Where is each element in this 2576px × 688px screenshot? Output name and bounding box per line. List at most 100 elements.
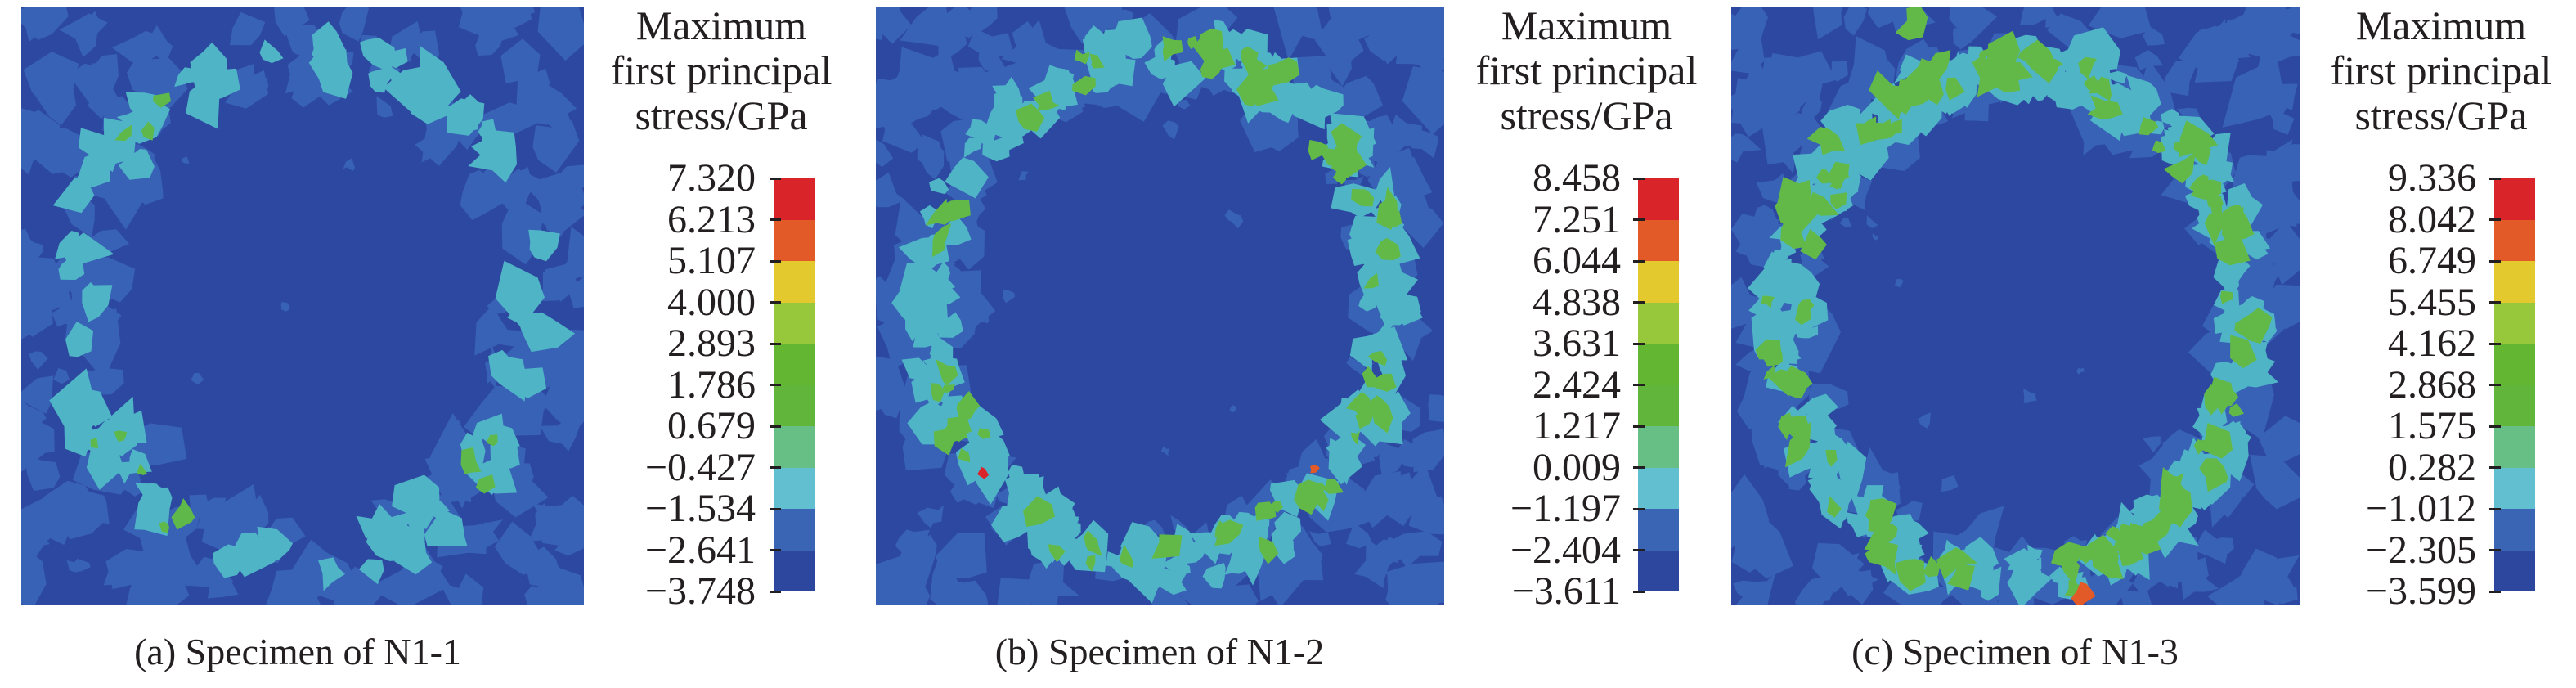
stress-patch (1872, 233, 1879, 241)
stress-patch (141, 483, 170, 506)
stress-patch (876, 172, 905, 208)
stress-patch (1397, 315, 1434, 362)
stress-patch (2020, 7, 2056, 25)
colorbar-band (1638, 426, 1679, 468)
stress-patch (207, 569, 239, 599)
stress-patch (567, 227, 584, 278)
colorbar-band (2494, 550, 2535, 591)
stress-patch (1811, 542, 1865, 593)
stress-patch (940, 199, 971, 222)
stress-patch (1072, 75, 1096, 96)
stress-contour-field (876, 7, 1444, 605)
stress-patch (1160, 446, 1170, 456)
stress-patch (1755, 339, 1782, 360)
stress-patch (1998, 595, 2014, 605)
stress-patch (1354, 537, 1395, 589)
stress-patch (2143, 25, 2165, 46)
stress-patch (2253, 7, 2287, 45)
stress-patch (1162, 120, 1179, 140)
stress-patch (876, 7, 912, 44)
stress-patch (568, 277, 584, 308)
stress-patch (2190, 179, 2221, 200)
stress-patch (1929, 91, 1951, 115)
stress-patch (1800, 228, 1827, 260)
colorbar-tick-label: −3.748 (644, 569, 756, 613)
stress-patch (1241, 46, 1259, 63)
high-stress-spot (2071, 582, 2096, 605)
stress-patch (61, 232, 114, 263)
colorbar-tick-label: −3.611 (1511, 569, 1621, 613)
colorbar-band (774, 509, 815, 551)
stress-patch (1396, 564, 1444, 605)
colorbar-tick-labels: 7.320 6.213 5.107 4.000 2.893 1.786 0.679 −0.42… (576, 156, 756, 613)
stress-patch (1324, 479, 1344, 494)
colorbar-tick (1633, 177, 1645, 180)
stress-patch (2247, 555, 2300, 605)
stress-patch (1070, 7, 1124, 29)
stress-patch (2230, 335, 2257, 369)
colorbar-band (774, 550, 815, 591)
colorbar-band (774, 344, 815, 385)
stress-patch (1189, 532, 1225, 564)
colorbar-band (774, 261, 815, 303)
stress-patch (1268, 57, 1300, 86)
stress-patch (1110, 17, 1152, 59)
stress-patch (958, 193, 986, 225)
stress-patch (1338, 413, 1360, 436)
stress-patch (1893, 70, 1909, 83)
colorbar-tick (1633, 590, 1645, 593)
stress-patch (359, 38, 397, 72)
stress-patch (1795, 299, 1815, 326)
stress-patch (2022, 39, 2058, 83)
stress-patch (2007, 556, 2028, 571)
stress-patch (370, 518, 399, 546)
stress-patch (2228, 403, 2244, 417)
stress-patch (2202, 423, 2233, 459)
colorbar-tick-label: 0.009 (1533, 445, 1621, 489)
stress-patch (2258, 416, 2300, 468)
stress-patch (246, 77, 269, 93)
stress-patch (1364, 33, 1386, 61)
stress-patch (2152, 550, 2188, 587)
stress-patch (1865, 542, 1899, 576)
stress-patch (1362, 494, 1394, 528)
colorbar-tick-label: 7.251 (1533, 197, 1621, 241)
stress-patch (1794, 575, 1834, 605)
colorbar-tick (2489, 549, 2501, 551)
stress-patch (532, 504, 573, 534)
stress-patch (895, 529, 930, 560)
colorbar-title-line: Maximum (635, 2, 807, 48)
stress-patch (1897, 65, 1928, 110)
colorbar-band (774, 219, 815, 261)
stress-patch (368, 68, 397, 93)
colorbar-tick (1633, 342, 1645, 345)
colorbar-tick-label: 6.213 (667, 197, 756, 241)
stress-patch (1178, 99, 1191, 110)
stress-patch (532, 119, 580, 173)
colorbar-tick-label: −3.599 (2365, 569, 2476, 613)
stress-contour-field (21, 7, 584, 605)
stress-patch (2007, 561, 2053, 605)
colorbar (770, 177, 815, 593)
colorbar-tick-label: 7.320 (667, 156, 756, 200)
stress-patch (103, 117, 137, 164)
stress-patch (1004, 474, 1047, 510)
stress-patch (1033, 90, 1060, 111)
stress-patch (1784, 416, 1811, 445)
colorbar-title: Maximum first principal stress/GPa (1456, 3, 1717, 138)
stress-patch (488, 349, 527, 402)
stress-patch (932, 223, 952, 258)
stress-patch (1731, 16, 1756, 50)
colorbar-tick-label: 6.044 (1533, 239, 1621, 282)
stress-patch (24, 455, 61, 491)
stress-patch (941, 384, 955, 393)
stress-patch (1349, 335, 1373, 372)
colorbar-band (2494, 509, 2535, 551)
stress-patch (213, 544, 245, 578)
stress-patch (2049, 566, 2068, 584)
stress-patch (900, 7, 951, 48)
stress-patch (25, 7, 66, 43)
stress-patch (532, 566, 584, 605)
stress-patch (528, 229, 560, 262)
stress-patch (146, 25, 173, 63)
